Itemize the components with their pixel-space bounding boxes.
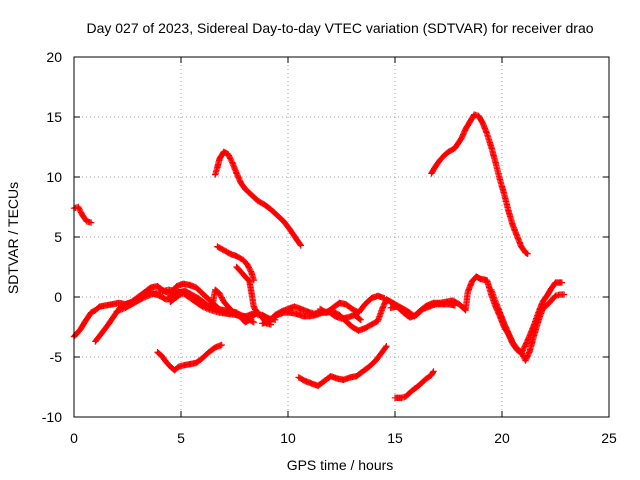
chart-title: Day 027 of 2023, Sidereal Day-to-day VTE…: [86, 20, 593, 36]
y-tick-label: -5: [50, 349, 63, 365]
data-layer: [70, 111, 568, 401]
data-points: [387, 301, 459, 321]
series-arc-11: [154, 341, 225, 374]
y-tick-labels: -10 -5 0 5 10 15 20: [42, 49, 62, 425]
series-arc-12: [295, 343, 390, 389]
x-tick-label: 25: [601, 430, 617, 446]
x-tick-label: 0: [70, 430, 78, 446]
y-axis-label: SDTVAR / TECUs: [5, 182, 21, 294]
axis-ticks: [73, 56, 610, 418]
data-points: [428, 111, 531, 257]
y-tick-label: 5: [54, 229, 62, 245]
x-tick-label: 20: [494, 430, 510, 446]
data-points: [488, 286, 568, 364]
series-arc-10: [488, 286, 568, 364]
x-tick-labels: 0 5 10 15 20 25: [70, 430, 617, 446]
x-tick-label: 15: [387, 430, 403, 446]
series-arc-14: [212, 148, 304, 249]
series-arc-16: [428, 111, 531, 257]
data-points: [214, 243, 257, 284]
data-points: [391, 368, 437, 401]
x-axis-label: GPS time / hours: [287, 457, 394, 473]
grid-lines: [74, 57, 609, 417]
y-tick-label: 10: [46, 169, 62, 185]
data-points: [212, 148, 304, 249]
y-tick-label: 0: [54, 289, 62, 305]
y-tick-label: 15: [46, 109, 62, 125]
y-tick-label: -10: [42, 409, 62, 425]
data-points: [295, 343, 390, 389]
series-arc-9: [387, 301, 459, 321]
y-tick-label: 20: [46, 49, 62, 65]
data-points: [154, 341, 225, 374]
x-tick-label: 10: [280, 430, 296, 446]
x-tick-label: 5: [177, 430, 185, 446]
series-arc-15: [214, 243, 257, 284]
series-arc-13: [391, 368, 437, 401]
